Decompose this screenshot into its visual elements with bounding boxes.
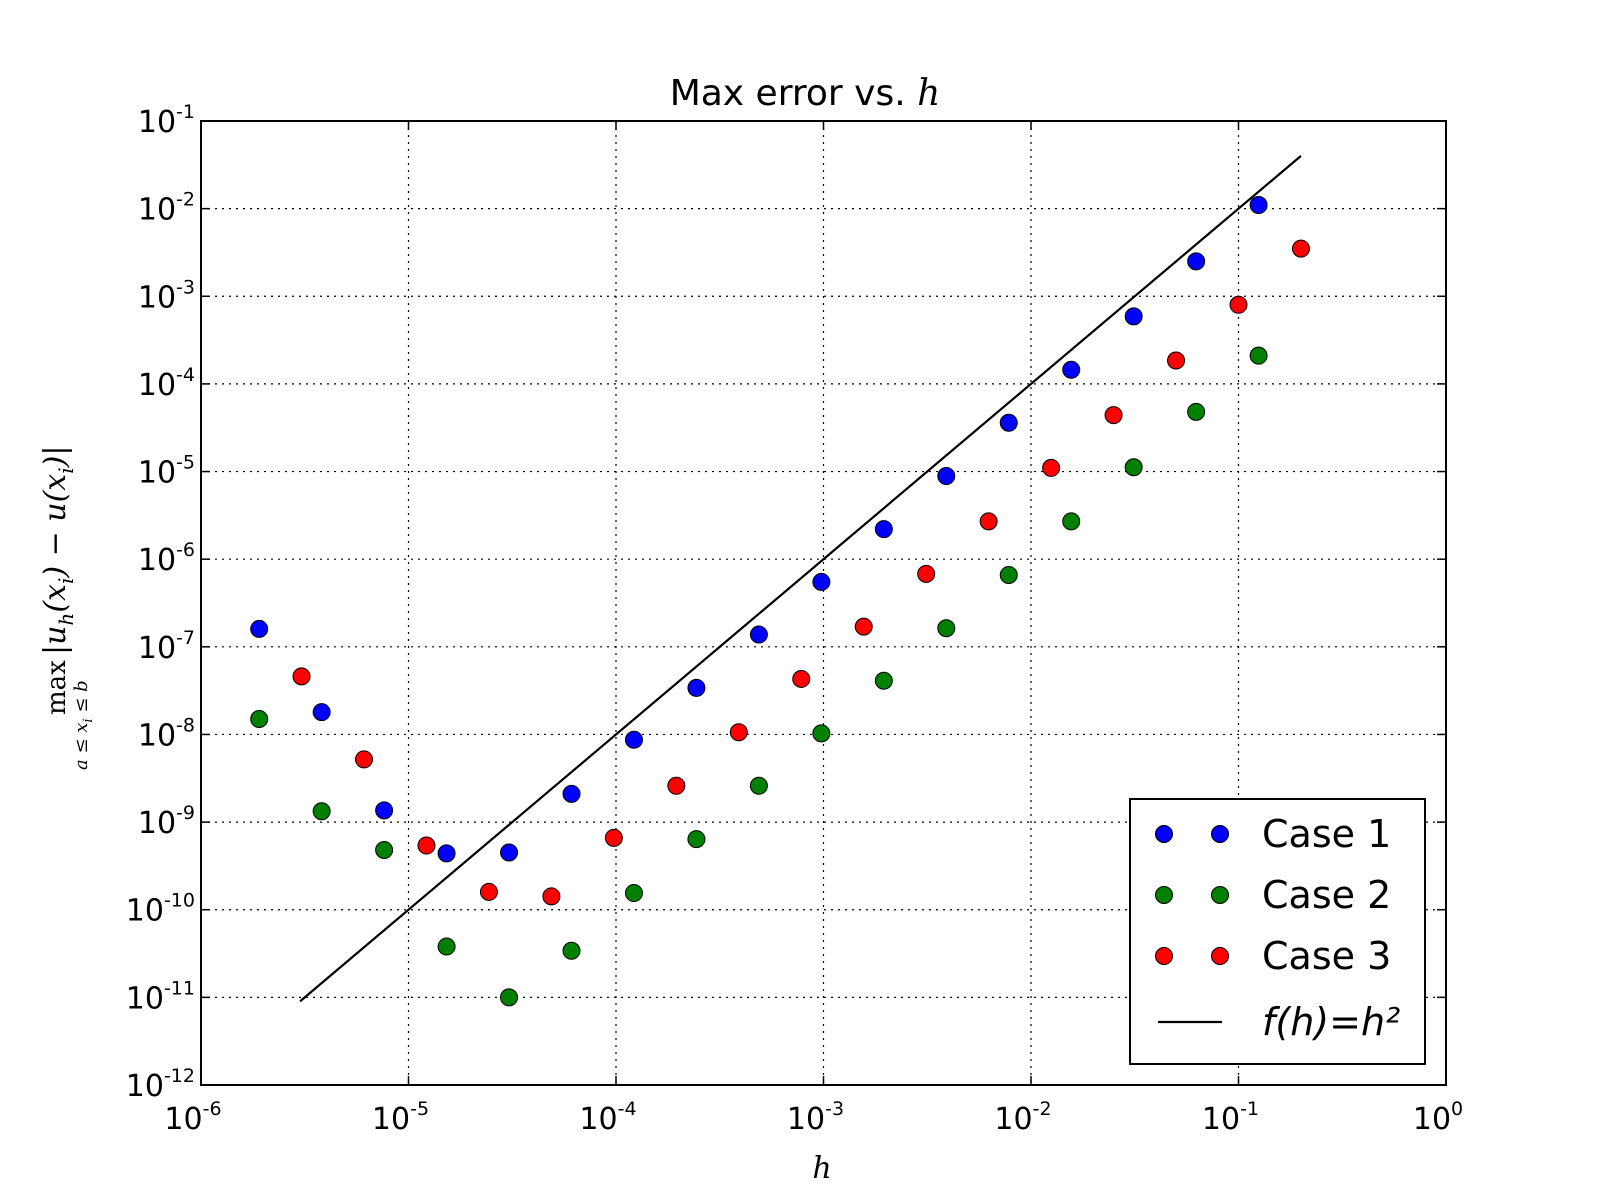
x-axis-label: h [812,1151,831,1186]
legend-label: Case 2 [1262,873,1391,917]
x-tick-label: 10-6 [164,1098,221,1137]
y-tick-label: 10-12 [126,1065,195,1104]
data-point-case-2 [999,565,1018,584]
x-tick-label: 10-2 [994,1098,1051,1137]
svg-text:max: max [42,660,72,715]
data-point-case-1 [437,844,456,863]
data-point-case-1 [999,413,1018,432]
data-point-case-1 [812,572,831,591]
data-point-case-3 [1042,458,1061,477]
y-tick-label: 10-2 [138,189,195,228]
y-tick-label: 10-11 [126,977,195,1016]
y-tick-label: 10-6 [138,539,195,578]
data-point-case-2 [937,619,956,638]
data-point-case-1 [937,466,956,485]
plot-area [200,120,1447,1086]
data-point-case-2 [1062,512,1081,531]
x-tick-label: 10-5 [372,1098,429,1137]
data-point-case-1 [874,520,893,539]
data-point-case-3 [1104,406,1123,425]
data-point-case-3 [854,617,873,636]
legend-item: Case 3 [1155,934,1391,978]
data-point-case-1 [1062,360,1081,379]
data-point-case-2 [1249,346,1268,365]
data-point-case-3 [917,564,936,583]
data-point-case-1 [749,625,768,644]
data-point-case-1 [375,801,394,820]
legend-item: Case 1 [1155,812,1391,856]
x-tick-label: 10-1 [1202,1098,1259,1137]
data-point-case-3 [479,882,498,901]
data-point-case-2 [312,802,331,821]
data-point-case-1 [1249,196,1268,215]
data-point-case-1 [500,843,519,862]
y-axis-label: max a ≤ xi ≤ b |uh(xi) − u(xi)| [38,446,96,770]
data-point-case-1 [624,730,643,749]
svg-text:a ≤ xi ≤ b: a ≤ xi ≤ b [71,680,96,770]
data-point-case-2 [1124,458,1143,477]
data-point-case-3 [667,776,686,795]
data-point-case-1 [562,784,581,803]
svg-text:|uh(xi) − u(xi)|: |uh(xi) − u(xi)| [38,446,78,655]
data-point-case-1 [312,703,331,722]
data-point-case-2 [562,941,581,960]
data-point-case-3 [292,667,311,686]
data-point-case-2 [375,841,394,860]
data-point-case-2 [500,988,519,1007]
y-tick-label: 10-7 [138,627,195,666]
legend-item: f(h)=h² [1158,1000,1400,1044]
data-point-case-3 [1167,351,1186,370]
data-point-case-2 [687,830,706,849]
data-point-case-1 [250,619,269,638]
chart-title: Max error vs. h [670,73,941,114]
legend-marker [1155,947,1173,965]
data-point-case-2 [624,884,643,903]
legend-label: Case 3 [1262,934,1391,978]
legend-label: Case 1 [1262,812,1391,856]
legend-marker [1211,886,1229,904]
legend-marker [1155,825,1173,843]
data-point-case-2 [812,724,831,743]
data-point-case-2 [749,776,768,795]
data-point-case-3 [355,750,374,769]
data-point-case-3 [1291,239,1310,258]
legend-item: Case 2 [1155,873,1391,917]
tick-labels: 10-6 10-5 10-4 10-3 10-2 10-1 100 10-1 10-2 10-3 1… [126,101,1463,1137]
x-tick-label: 100 [1413,1098,1463,1137]
data-point-case-3 [729,723,748,742]
y-tick-label: 10-8 [138,714,195,753]
y-tick-label: 10-5 [138,452,195,491]
data-point-case-3 [542,887,561,906]
data-point-case-3 [979,512,998,531]
series-layer [250,155,1310,1007]
data-point-case-2 [1187,402,1206,421]
data-point-case-3 [604,828,623,847]
data-point-case-1 [687,678,706,697]
legend-box [1129,798,1426,1065]
data-point-case-1 [1124,307,1143,326]
plot-frame [200,120,1447,1086]
y-tick-label: 10-1 [138,101,195,140]
legend-label: f(h)=h² [1262,1000,1400,1044]
legend: Case 1 Case 2 Case 3 f(h)=h² [1129,798,1426,1065]
legend-marker [1211,947,1229,965]
data-point-case-3 [792,669,811,688]
legend-marker [1155,886,1173,904]
y-tick-label: 10-3 [138,276,195,315]
data-point-case-2 [874,671,893,690]
data-point-case-3 [1229,295,1248,314]
y-tick-label: 10-9 [138,802,195,841]
x-tick-label: 10-4 [579,1098,636,1137]
x-tick-label: 10-3 [787,1098,844,1137]
y-tick-label: 10-4 [138,364,195,403]
data-point-case-2 [250,710,269,729]
data-point-case-3 [417,836,436,855]
y-tick-label: 10-10 [126,890,195,929]
data-point-case-1 [1187,252,1206,271]
data-point-case-2 [437,937,456,956]
legend-marker [1211,825,1229,843]
reference-line-h-squared [299,155,1302,1003]
